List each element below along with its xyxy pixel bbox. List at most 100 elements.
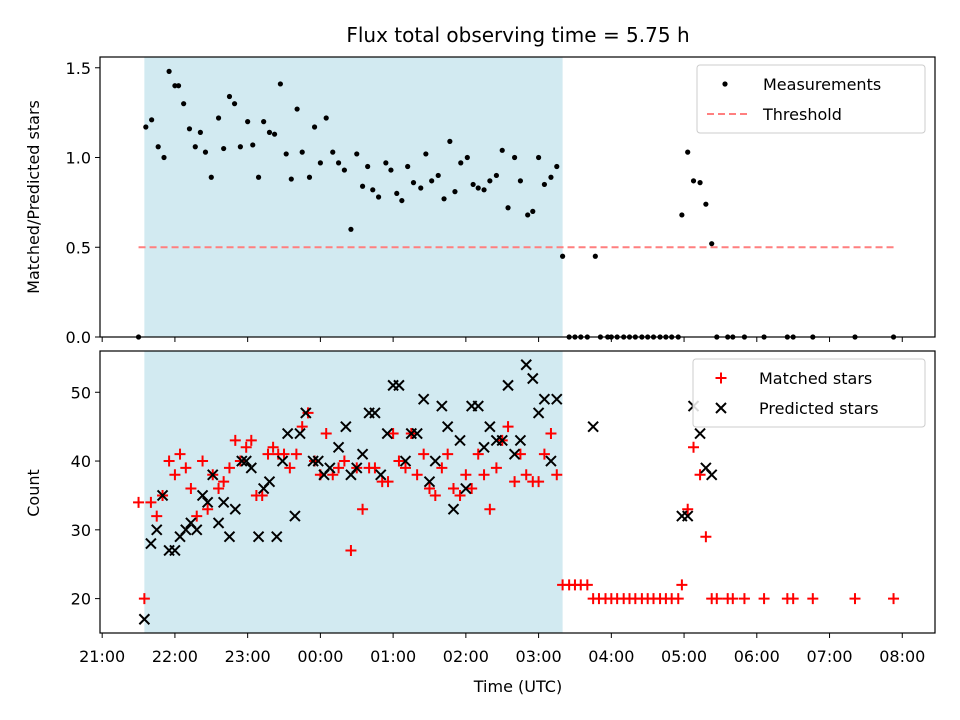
x-tick-label: 08:00	[879, 647, 925, 666]
x-tick-label: 02:00	[443, 647, 489, 666]
data-point	[520, 359, 532, 371]
data-point	[192, 144, 198, 150]
data-point	[460, 482, 472, 495]
data-point	[517, 178, 524, 184]
data-point	[196, 489, 209, 502]
data-point	[240, 441, 252, 453]
data-point	[252, 530, 265, 543]
data-point	[694, 469, 706, 481]
data-point	[169, 544, 181, 557]
data-point	[215, 115, 222, 121]
data-point	[435, 172, 441, 179]
data-point	[682, 503, 694, 515]
legend-marker	[722, 81, 728, 87]
data-point	[551, 393, 563, 405]
data-point	[226, 93, 233, 100]
data-point	[548, 174, 554, 180]
data-point	[245, 119, 251, 125]
data-point	[207, 469, 219, 481]
data-point	[156, 489, 169, 502]
data-point	[181, 101, 187, 107]
x-tick-label: 07:00	[806, 647, 852, 666]
data-point	[212, 517, 225, 529]
data-point	[294, 427, 306, 440]
data-point	[490, 462, 502, 474]
data-point	[587, 420, 599, 433]
data-point	[709, 241, 715, 247]
x-tick-label: 06:00	[734, 647, 780, 666]
data-point	[727, 593, 739, 605]
data-point	[229, 434, 241, 446]
chart-title: Flux total observing time = 5.75 h	[346, 23, 689, 47]
data-point	[284, 462, 296, 474]
data-point	[888, 593, 900, 605]
data-point	[676, 579, 688, 591]
data-point	[370, 187, 376, 193]
data-point	[197, 129, 203, 135]
data-point	[223, 530, 236, 543]
data-point	[382, 476, 394, 488]
data-point	[405, 163, 411, 170]
y-tick-label: 0.0	[66, 328, 91, 347]
y-tick-label: 30	[71, 521, 91, 540]
data-point	[202, 503, 214, 515]
data-point	[499, 147, 505, 153]
data-point	[302, 407, 314, 419]
data-point	[163, 455, 175, 467]
legend-box	[692, 358, 926, 428]
y-tick-label: 1.5	[66, 59, 91, 78]
data-point	[169, 469, 181, 481]
data-point	[145, 496, 157, 508]
data-point	[787, 593, 799, 605]
data-point	[180, 524, 192, 536]
data-point	[429, 178, 435, 184]
data-point	[393, 379, 405, 392]
data-point	[538, 448, 550, 460]
data-point	[464, 154, 470, 161]
data-point	[509, 476, 521, 488]
data-point	[472, 448, 484, 460]
data-point	[341, 167, 347, 173]
data-point	[738, 593, 750, 605]
data-point	[545, 455, 557, 467]
data-point	[375, 194, 382, 200]
data-point	[245, 434, 257, 446]
legend-label: Matched stars	[759, 369, 872, 388]
data-point	[478, 469, 490, 481]
data-point	[351, 462, 363, 474]
data-point	[218, 476, 230, 488]
data-point	[447, 138, 453, 144]
data-point	[271, 530, 283, 543]
y-tick-label: 50	[71, 383, 91, 402]
data-point	[423, 151, 429, 157]
data-point	[532, 407, 545, 419]
data-point	[525, 212, 531, 218]
data-point	[533, 476, 545, 488]
data-point	[700, 531, 712, 543]
data-point	[197, 455, 209, 467]
data-point	[271, 131, 278, 137]
data-point	[262, 448, 274, 460]
data-point	[145, 537, 157, 550]
data-point	[383, 160, 389, 166]
data-point	[429, 455, 442, 467]
data-point	[399, 455, 412, 467]
data-point	[261, 119, 267, 125]
data-point	[694, 427, 706, 440]
data-point	[234, 455, 246, 467]
data-point	[541, 181, 548, 188]
legend-marker	[715, 372, 727, 384]
data-point	[394, 190, 400, 197]
data-point	[356, 448, 369, 460]
data-point	[705, 469, 718, 481]
x-tick-label: 22:00	[152, 647, 198, 666]
data-point	[266, 129, 273, 135]
data-point	[311, 124, 318, 130]
data-point	[223, 462, 235, 474]
data-point	[514, 434, 527, 447]
data-point	[581, 579, 593, 591]
data-point	[381, 427, 394, 440]
data-point	[441, 196, 447, 202]
data-point	[399, 462, 411, 474]
data-point	[281, 427, 294, 440]
